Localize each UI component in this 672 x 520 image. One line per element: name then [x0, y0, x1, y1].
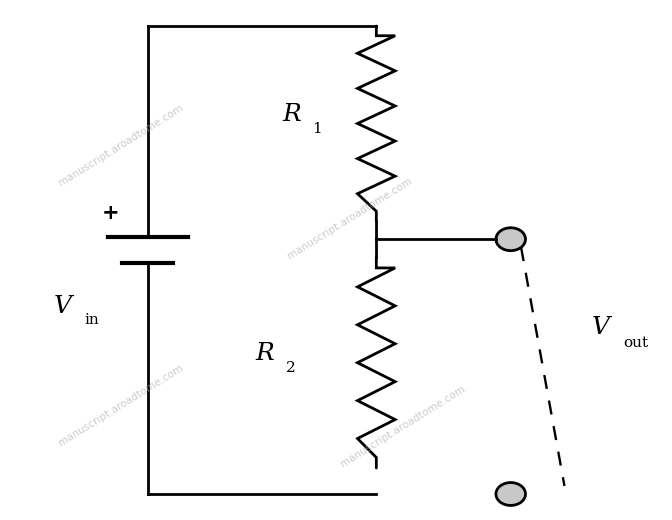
Text: out: out [624, 336, 648, 350]
Text: in: in [84, 313, 99, 327]
Circle shape [496, 483, 526, 505]
Text: 1: 1 [312, 122, 323, 136]
Text: manuscript.aroadtome.com: manuscript.aroadtome.com [339, 384, 467, 469]
Circle shape [496, 228, 526, 251]
Text: V: V [54, 295, 72, 318]
Text: +: + [102, 203, 120, 223]
Text: manuscript.aroadtome.com: manuscript.aroadtome.com [57, 103, 185, 188]
Text: V: V [591, 316, 610, 339]
Text: R: R [282, 103, 301, 126]
Text: manuscript.aroadtome.com: manuscript.aroadtome.com [286, 176, 413, 261]
Text: 2: 2 [286, 361, 296, 375]
Text: manuscript.aroadtome.com: manuscript.aroadtome.com [57, 363, 185, 448]
Text: R: R [255, 342, 274, 365]
